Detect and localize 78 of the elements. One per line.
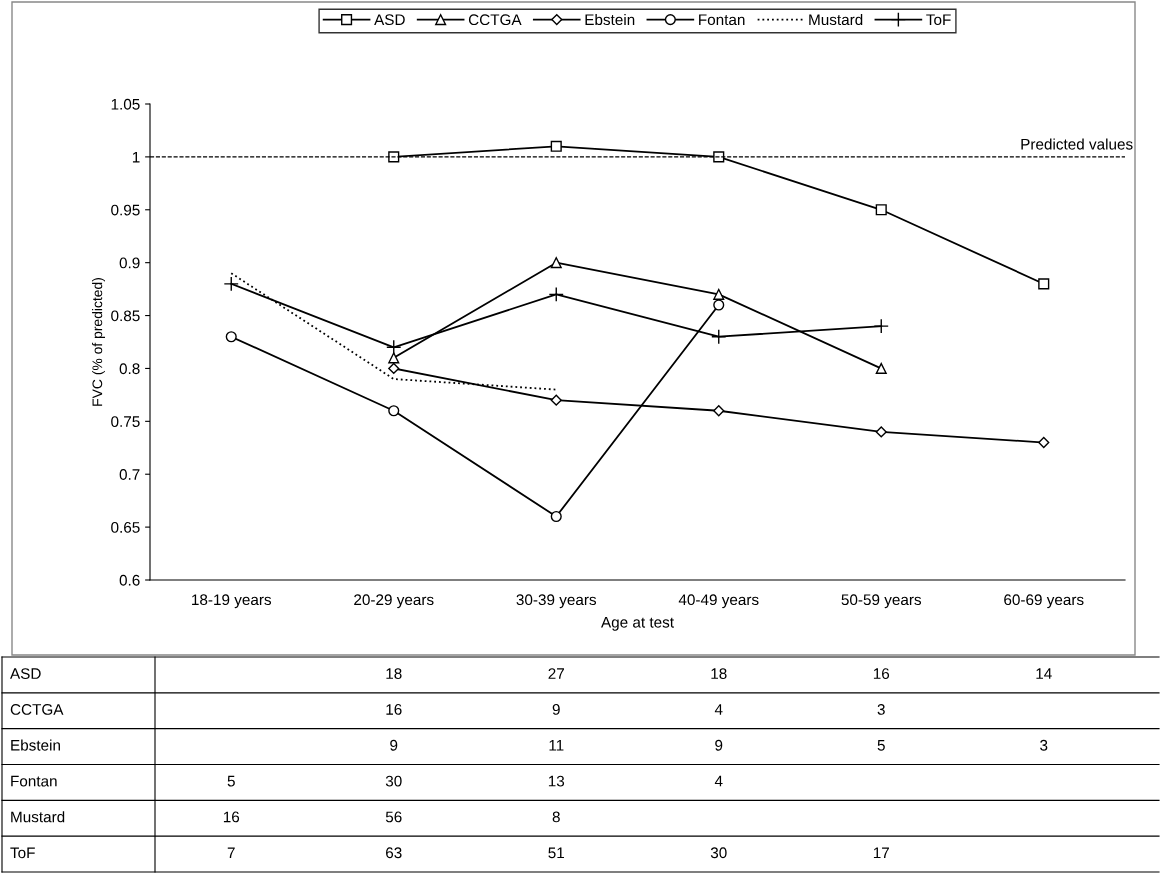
- data-label: 13: [548, 775, 565, 787]
- legend-label: ASD: [374, 14, 405, 26]
- x-axis-title: Age at test: [601, 617, 674, 631]
- y-axis-title: FVC (% of predicted): [92, 278, 105, 406]
- data-label: 5: [877, 740, 885, 751]
- data-label: 30: [710, 847, 727, 859]
- data-label: 16: [386, 704, 402, 715]
- y-tick-label: 0.85: [111, 310, 140, 322]
- data-label: 51: [548, 847, 564, 859]
- data-label: 3: [877, 704, 885, 715]
- data-label: 16: [223, 811, 240, 823]
- legend-label: Mustard: [809, 13, 863, 26]
- point: [713, 405, 725, 417]
- x-tick-label: 60-69 years: [1004, 594, 1084, 609]
- data-label: 4: [714, 775, 723, 787]
- x-tick-label: 40-49 years: [678, 594, 759, 609]
- y-tick-label: 0.95: [111, 204, 140, 216]
- point: [1038, 436, 1050, 449]
- data-label: 5: [227, 775, 235, 787]
- data-label: 14: [1036, 668, 1052, 679]
- x-tick-label: 50-59 years: [841, 594, 922, 609]
- y-tick-label: 0.8: [119, 363, 140, 375]
- y-tick-label: 0.75: [111, 416, 140, 428]
- point: [875, 204, 887, 216]
- point: [223, 276, 239, 292]
- y-tick-label: 1: [132, 151, 140, 163]
- point: [713, 288, 725, 300]
- point: [873, 318, 889, 334]
- data-label: 30: [385, 775, 402, 787]
- y-tick-label: Fontan: [11, 775, 57, 787]
- legend-label: ToF: [926, 14, 951, 26]
- data-label: 3: [1040, 739, 1048, 751]
- legend-label: CCTGA: [468, 14, 522, 26]
- x-tick-label: 30-39 years: [516, 594, 597, 609]
- point: [711, 329, 727, 345]
- y-tick-label: 1.05: [111, 98, 140, 110]
- point: [548, 286, 564, 303]
- x-tick-label: 20-29 years: [354, 594, 434, 609]
- data-label: 27: [548, 668, 564, 679]
- y-tick-label: 0.6: [119, 574, 140, 586]
- data-label: 11: [549, 740, 564, 751]
- data-label: 7: [227, 847, 235, 859]
- y-tick-label: 0.9: [119, 257, 140, 269]
- y-tick-label: Ebstein: [11, 739, 60, 751]
- data-label: 9: [390, 739, 398, 751]
- data-label: 18: [711, 668, 727, 680]
- data-label: 8: [552, 811, 560, 823]
- point: [1038, 278, 1050, 290]
- data-label: 9: [552, 704, 560, 715]
- point: [875, 426, 887, 438]
- point: [388, 405, 400, 417]
- point: [225, 331, 237, 343]
- data-label: 63: [386, 847, 402, 859]
- y-tick-label: ToF: [10, 847, 35, 859]
- data-label: 9: [715, 739, 723, 751]
- data-label: 16: [873, 668, 890, 680]
- point: [875, 362, 887, 375]
- data-label: 4: [714, 704, 723, 715]
- point: [388, 362, 400, 375]
- y-tick-label: Mustard: [11, 811, 65, 823]
- ref-line-label: Predicted values: [1021, 138, 1133, 150]
- y-tick-label: 0.7: [119, 469, 140, 480]
- point: [550, 140, 562, 152]
- data-label: 56: [385, 811, 402, 823]
- point: [713, 299, 725, 311]
- data-label: 18: [386, 668, 402, 680]
- y-tick-label: 0.65: [111, 521, 140, 533]
- y-tick-label: ASD: [10, 668, 41, 680]
- point: [386, 339, 402, 355]
- point: [388, 352, 400, 364]
- x-tick-label: 18-19 years: [192, 594, 272, 609]
- point: [550, 510, 562, 523]
- data-label: 17: [873, 847, 889, 859]
- legend-label: Ebstein: [585, 13, 635, 26]
- point: [550, 257, 562, 269]
- legend-label: Fontan: [699, 14, 745, 26]
- y-tick-label: CCTGA: [10, 704, 64, 715]
- point: [550, 394, 562, 406]
